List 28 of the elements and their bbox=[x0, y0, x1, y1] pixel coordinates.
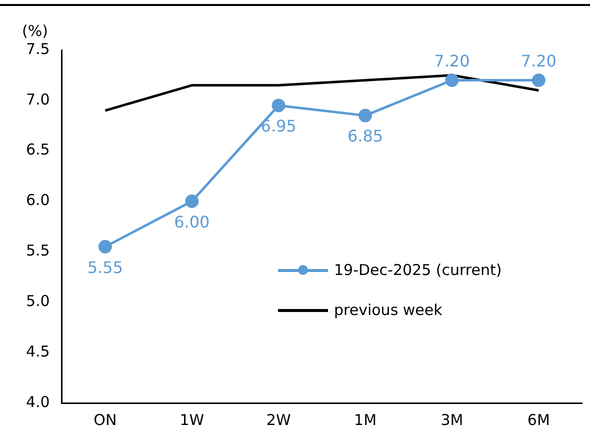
legend-label: previous week bbox=[334, 301, 442, 319]
y-tick-label: 4.0 bbox=[26, 392, 50, 411]
x-tick-label: 1W bbox=[180, 410, 204, 429]
x-tick-label: 3M bbox=[440, 410, 464, 429]
data-label: 6.00 bbox=[174, 212, 210, 232]
y-tick-label: 7.5 bbox=[26, 40, 50, 58]
y-tick-label: 7.0 bbox=[26, 90, 50, 108]
y-axis-title: (%) bbox=[22, 22, 48, 40]
y-tick-label: 6.0 bbox=[26, 191, 50, 210]
x-tick-label: 1M bbox=[354, 410, 377, 429]
point bbox=[445, 74, 459, 88]
x-tick-label: 2W bbox=[266, 410, 291, 429]
point bbox=[272, 98, 286, 112]
y-tick-label: 4.5 bbox=[26, 342, 50, 360]
y-tick-label: 5.5 bbox=[26, 242, 50, 260]
data-label: 7.20 bbox=[520, 51, 556, 70]
x-tick-label: 6M bbox=[527, 410, 550, 429]
data-label: 7.20 bbox=[434, 51, 470, 70]
point bbox=[358, 108, 372, 122]
y-tick-label: 6.5 bbox=[26, 140, 50, 159]
x-tick-label: ON bbox=[94, 410, 117, 429]
y-tick-label: 5.0 bbox=[26, 292, 50, 310]
point bbox=[185, 194, 199, 208]
data-label: 5.55 bbox=[87, 258, 124, 277]
legend-label: 19-Dec-2025 (current) bbox=[334, 261, 502, 279]
data-label: 6.85 bbox=[347, 126, 384, 146]
point bbox=[532, 74, 546, 88]
point bbox=[98, 240, 112, 254]
